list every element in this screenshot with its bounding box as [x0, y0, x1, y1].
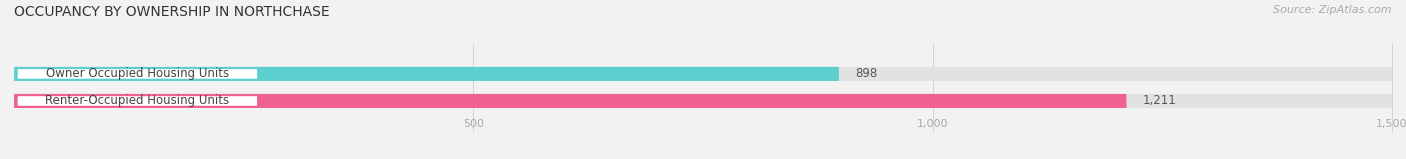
- FancyBboxPatch shape: [14, 94, 1392, 108]
- Text: Renter-Occupied Housing Units: Renter-Occupied Housing Units: [45, 94, 229, 107]
- FancyBboxPatch shape: [17, 68, 257, 80]
- FancyBboxPatch shape: [14, 67, 1392, 81]
- Text: Owner Occupied Housing Units: Owner Occupied Housing Units: [46, 67, 229, 80]
- Text: OCCUPANCY BY OWNERSHIP IN NORTHCHASE: OCCUPANCY BY OWNERSHIP IN NORTHCHASE: [14, 5, 329, 19]
- FancyBboxPatch shape: [17, 95, 257, 107]
- Text: 1,211: 1,211: [1143, 94, 1177, 107]
- FancyBboxPatch shape: [14, 94, 1126, 108]
- Text: 898: 898: [855, 67, 877, 80]
- Text: Source: ZipAtlas.com: Source: ZipAtlas.com: [1274, 5, 1392, 15]
- FancyBboxPatch shape: [14, 67, 839, 81]
